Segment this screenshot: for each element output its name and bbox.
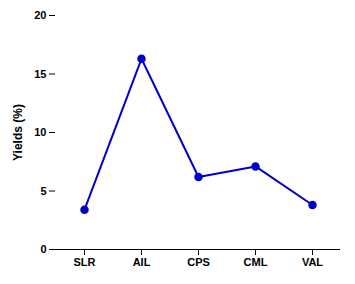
svg-text:CML: CML (244, 256, 268, 268)
svg-text:20: 20 (34, 9, 46, 21)
svg-text:VAL: VAL (302, 256, 323, 268)
svg-text:SLR: SLR (74, 256, 96, 268)
svg-text:15: 15 (34, 68, 46, 80)
svg-text:Yields (%): Yields (%) (11, 104, 25, 161)
svg-text:CPS: CPS (187, 256, 210, 268)
svg-text:5: 5 (40, 185, 46, 197)
svg-text:AIL: AIL (133, 256, 151, 268)
svg-text:0: 0 (40, 243, 46, 255)
svg-text:10: 10 (34, 126, 46, 138)
